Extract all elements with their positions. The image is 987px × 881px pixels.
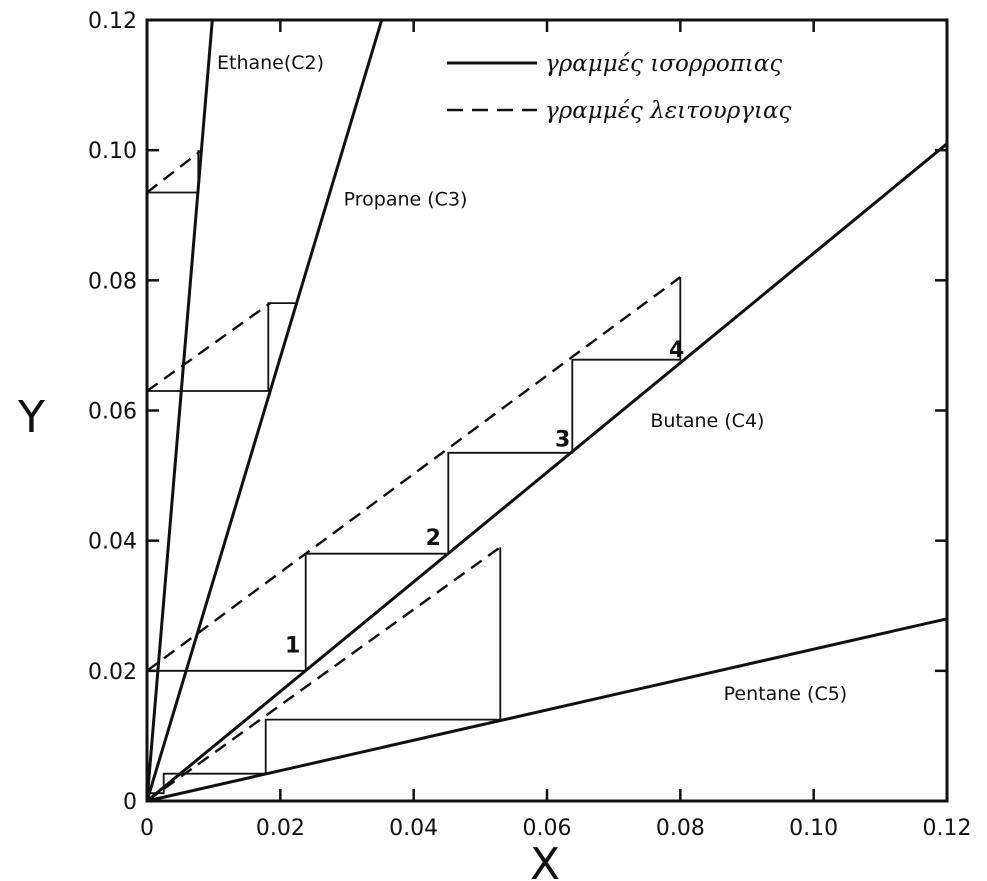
stage-number: 4	[669, 338, 684, 363]
operating-line	[146, 276, 682, 672]
x-tick-label: 0.12	[923, 816, 972, 841]
series-label: Butane (C4)	[650, 410, 764, 432]
operating-line	[146, 546, 502, 802]
legend: γραμμές ισορροπιας γραμμές λειτουργιας	[447, 51, 792, 124]
y-tick-label: 0.02	[88, 660, 137, 685]
y-tick-label: 0.04	[88, 530, 137, 555]
equilibrium-line	[145, 19, 214, 802]
y-tick-label: 0.08	[88, 269, 137, 294]
operating-line	[146, 302, 271, 392]
x-axis-title: X	[530, 839, 560, 881]
legend-label-operating: γραμμές λειτουργιας	[545, 98, 792, 124]
operating-lines	[146, 149, 682, 802]
series-labels: Ethane(C2) Propane (C3) Butane (C4) Pentane…	[217, 52, 847, 705]
y-tick-label: 0.12	[88, 9, 137, 34]
series-label: Propane (C3)	[344, 188, 468, 210]
legend-label-equilibrium: γραμμές ισορροπιας	[545, 51, 782, 77]
y-axis-title: Y	[17, 392, 45, 443]
stage-number: 3	[555, 427, 570, 452]
x-tick-label: 0.02	[256, 816, 305, 841]
equilibrium-line	[146, 617, 948, 803]
stage-step-line	[147, 277, 682, 672]
x-tick-label: 0	[140, 816, 154, 841]
equilibrium-lines	[145, 19, 948, 803]
stage-number: 2	[426, 526, 441, 551]
y-tick-label: 0.10	[88, 139, 137, 164]
x-tick-label: 0.04	[389, 816, 438, 841]
y-tick-label: 0	[123, 790, 137, 815]
y-tick-label: 0.06	[88, 400, 137, 425]
x-tick-labels: 0 0.02 0.04 0.06 0.08 0.10 0.12	[140, 816, 971, 841]
stage-step-line	[147, 302, 295, 392]
x-tick-label: 0.08	[656, 816, 705, 841]
series-label: Ethane(C2)	[217, 52, 324, 74]
x-tick-label: 0.10	[789, 816, 838, 841]
stage-labels: 1 2 3 4	[285, 338, 684, 658]
operating-line	[146, 149, 203, 194]
equilibrium-line	[146, 142, 948, 803]
x-tick-label: 0.06	[523, 816, 572, 841]
stage-number: 1	[285, 634, 300, 659]
equilibrium-line	[145, 19, 384, 802]
series-label: Pentane (C5)	[724, 683, 848, 705]
y-tick-labels: 0 0.02 0.04 0.06 0.08 0.10 0.12	[88, 9, 137, 815]
